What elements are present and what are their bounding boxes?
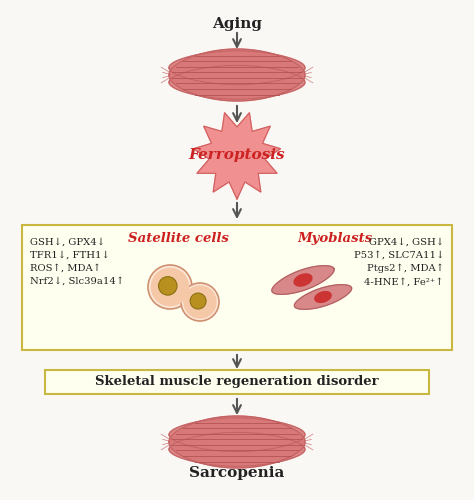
Text: Ferroptosis: Ferroptosis — [189, 148, 285, 162]
Circle shape — [183, 286, 217, 318]
Polygon shape — [169, 49, 305, 101]
Polygon shape — [294, 274, 312, 286]
Circle shape — [190, 293, 206, 309]
Text: Skeletal muscle regeneration disorder: Skeletal muscle regeneration disorder — [95, 376, 379, 388]
Polygon shape — [169, 416, 305, 468]
Text: GPX4↓, GSH↓
P53↑, SLC7A11↓
Ptgs2↑, MDA↑
4-HNE↑, Fe²⁺↑: GPX4↓, GSH↓ P53↑, SLC7A11↓ Ptgs2↑, MDA↑ … — [354, 238, 444, 286]
Polygon shape — [193, 113, 281, 199]
Polygon shape — [315, 292, 331, 302]
FancyBboxPatch shape — [22, 225, 452, 350]
Polygon shape — [169, 66, 305, 99]
Polygon shape — [169, 432, 305, 466]
FancyBboxPatch shape — [45, 370, 429, 394]
Text: Aging: Aging — [212, 17, 262, 31]
Text: Satellite cells: Satellite cells — [128, 232, 228, 245]
Circle shape — [151, 268, 189, 306]
Text: Myoblasts: Myoblasts — [297, 232, 373, 245]
Circle shape — [181, 283, 219, 321]
Circle shape — [159, 276, 177, 295]
Polygon shape — [294, 284, 352, 310]
Polygon shape — [169, 418, 305, 452]
Circle shape — [148, 265, 192, 309]
Polygon shape — [169, 51, 305, 84]
Text: Sarcopenia: Sarcopenia — [189, 466, 285, 480]
Polygon shape — [272, 266, 334, 294]
Text: GSH↓, GPX4↓
TFR1↓, FTH1↓
ROS↑, MDA↑
Nrf2↓, Slc39a14↑: GSH↓, GPX4↓ TFR1↓, FTH1↓ ROS↑, MDA↑ Nrf2… — [30, 238, 124, 286]
